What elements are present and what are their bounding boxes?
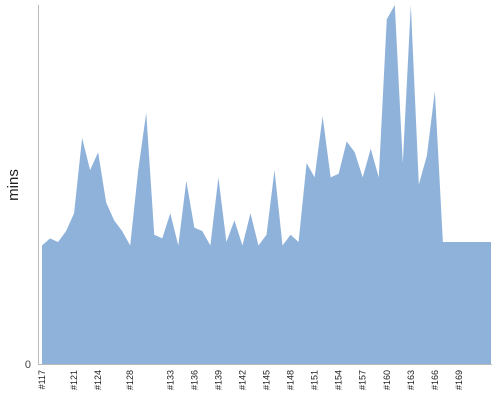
x-tick-label: #151: [310, 370, 320, 390]
x-tick-label: #160: [382, 370, 392, 390]
series-area: [42, 5, 491, 364]
x-tick-label: #145: [262, 370, 272, 390]
x-tick-label: #157: [358, 370, 368, 390]
x-tick-labels: #117 #121 #124 #128 #133 #136 #139 #142 #145 #148…: [37, 370, 464, 390]
x-tick-label: #117: [37, 370, 47, 389]
x-tick-label: #154: [334, 370, 344, 390]
y-axis-label: mins: [5, 169, 22, 201]
x-tick-label: #128: [125, 370, 135, 390]
x-tick-label: #121: [69, 370, 79, 390]
x-tick-label: #139: [213, 370, 223, 390]
x-tick-label: #148: [286, 370, 296, 390]
x-tick-label: #142: [237, 370, 247, 390]
x-tick-label: #136: [189, 370, 199, 390]
x-tick-label: #124: [93, 370, 103, 390]
x-tick-label: #166: [430, 370, 440, 390]
x-tick-label: #169: [454, 370, 464, 390]
y-tick-label: 0: [25, 359, 31, 371]
x-tick-label: #133: [165, 370, 175, 390]
x-tick-label: #163: [406, 370, 416, 390]
plot-area: [42, 5, 491, 364]
